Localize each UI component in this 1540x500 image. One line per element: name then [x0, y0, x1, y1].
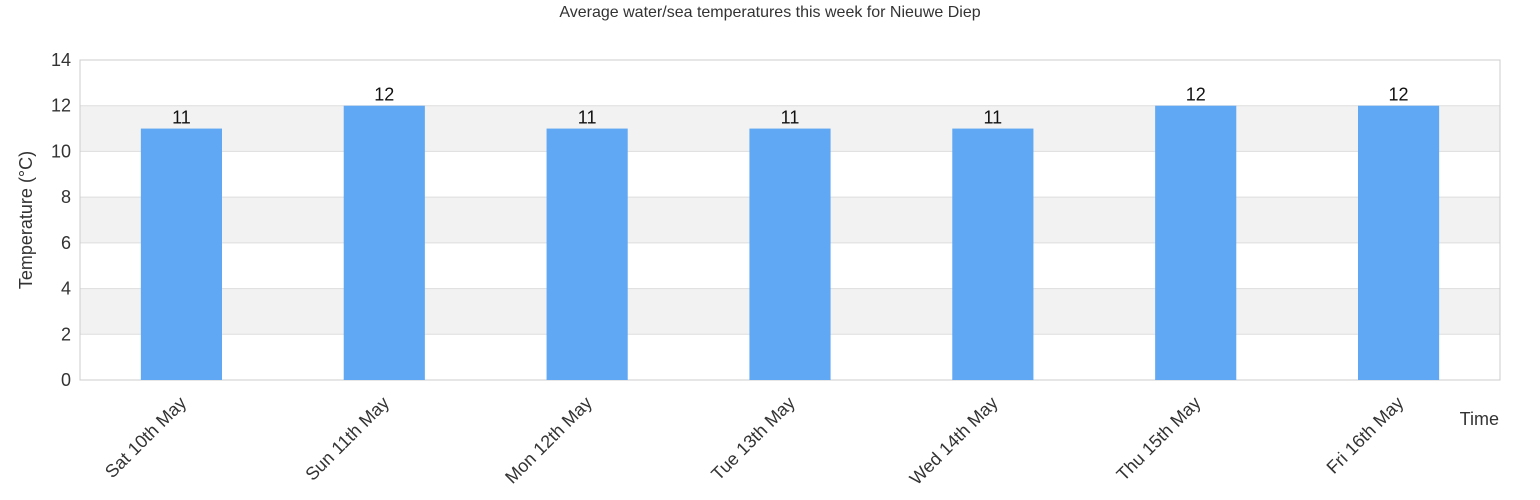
- x-tick-label: Tue 13th May: [707, 393, 798, 484]
- x-axis-label: Time: [1460, 409, 1499, 429]
- bar: [343, 105, 425, 380]
- data-labels: 11 12 11 11 11 12 12: [172, 85, 1409, 128]
- bar: [952, 128, 1034, 380]
- y-tick-label: 0: [61, 370, 71, 390]
- bar-value-label: 12: [1389, 85, 1409, 105]
- y-tick-label: 6: [61, 233, 71, 253]
- bars: [140, 105, 1440, 380]
- x-tick-label: Mon 12th May: [501, 393, 596, 488]
- bar-value-label: 12: [374, 85, 394, 105]
- y-tick-label: 12: [51, 96, 71, 116]
- bar-value-label: 11: [781, 108, 800, 128]
- bar-value-label: 11: [984, 108, 1003, 128]
- y-tick-label: 14: [51, 50, 71, 70]
- x-tick-label: Wed 14th May: [906, 393, 1002, 489]
- bar-value-label: 11: [172, 108, 191, 128]
- bar: [1358, 105, 1440, 380]
- bar: [140, 128, 222, 380]
- x-tick-label: Sun 11th May: [301, 393, 393, 485]
- x-axis-ticks: Sat 10th May Sun 11th May Mon 12th May Tue …: [101, 393, 1407, 489]
- y-axis-label: Temperature (°C): [16, 151, 36, 289]
- y-tick-label: 4: [61, 279, 71, 299]
- bar: [1155, 105, 1237, 380]
- y-tick-label: 2: [61, 324, 71, 344]
- x-tick-label: Fri 16th May: [1323, 393, 1408, 478]
- bar-value-label: 12: [1186, 85, 1206, 105]
- bar: [749, 128, 831, 380]
- y-axis-ticks: 0 2 4 6 8 10 12 14: [51, 50, 71, 390]
- y-tick-label: 10: [51, 141, 71, 161]
- chart-title: Average water/sea temperatures this week…: [559, 4, 980, 21]
- x-tick-label: Sat 10th May: [101, 393, 190, 482]
- bar-value-label: 11: [578, 108, 597, 128]
- y-tick-label: 8: [61, 187, 71, 207]
- bar: [546, 128, 628, 380]
- x-tick-label: Thu 15th May: [1113, 393, 1205, 485]
